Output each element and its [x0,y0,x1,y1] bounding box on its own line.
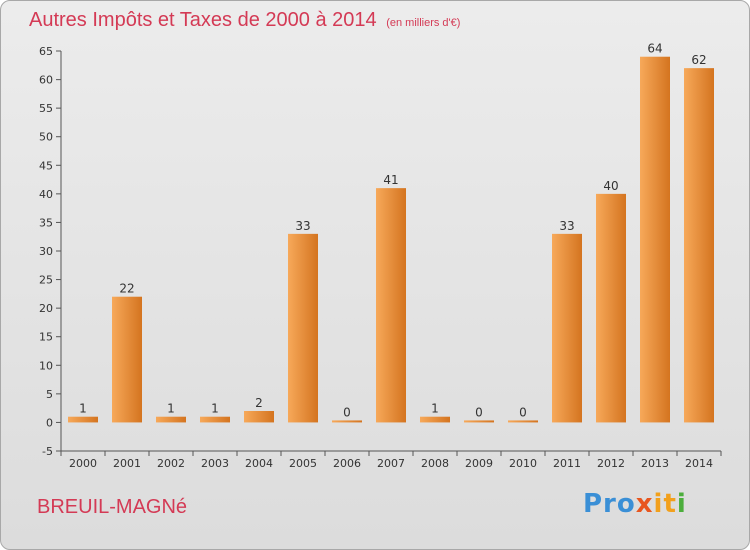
chart-title-text: Autres Impôts et Taxes de 2000 à 2014 [29,9,377,31]
bar-2002 [156,416,186,423]
y-tick-label: 5 [46,388,53,401]
value-label-2000: 1 [79,402,87,416]
x-tick-label: 2012 [597,457,625,470]
x-tick-label: 2006 [333,457,361,470]
value-label-2005: 33 [295,219,310,233]
y-tick-label: 65 [39,45,53,58]
value-label-2004: 2 [255,396,263,410]
chart-value-labels: 1 22 1 1 2 33 0 41 1 0 0 33 40 64 62 [79,42,706,420]
chart-subtitle: (en milliers d'€) [386,17,461,29]
bar-2006 [332,420,362,423]
chart-bars [68,56,714,423]
bar-2003 [200,416,230,423]
bar-2009 [464,420,494,423]
value-label-2003: 1 [211,402,219,416]
x-tick-label: 2009 [465,457,493,470]
value-label-2002: 1 [167,402,175,416]
bar-2001 [112,296,142,423]
bar-2012 [596,193,626,423]
value-label-2014: 62 [691,53,706,67]
y-tick-label: 20 [39,302,53,315]
logo-part-2: x [635,489,654,519]
y-tick-label: 35 [39,216,53,229]
value-label-2008: 1 [431,402,439,416]
x-tick-label: 2014 [685,457,713,470]
chart-title: Autres Impôts et Taxes de 2000 à 2014 (e… [29,9,460,32]
x-tick-label: 2003 [201,457,229,470]
value-label-2007: 41 [383,173,398,187]
y-tick-label: 0 [46,416,53,429]
y-tick-label: 50 [39,131,53,144]
y-tick-label: 40 [39,188,53,201]
value-label-2013: 64 [647,42,662,56]
x-tick-label: 2005 [289,457,317,470]
y-tick-label: 60 [39,74,53,87]
x-tick-label: 2013 [641,457,669,470]
bar-2010 [508,420,538,423]
value-label-2009: 0 [475,405,483,419]
y-tick-label: 55 [39,102,53,115]
bar-2007 [376,188,406,423]
x-tick-label: 2004 [245,457,273,470]
value-label-2012: 40 [603,179,618,193]
logo-part-3: it [653,489,677,519]
x-tick-label: 2010 [509,457,537,470]
y-tick-label: 15 [39,331,53,344]
value-label-2006: 0 [343,405,351,419]
bar-2014 [684,68,714,423]
y-tick-label: 45 [39,159,53,172]
x-tick-label: 2008 [421,457,449,470]
proxiti-logo: Proxiti [583,489,687,519]
logo-part-1: Pro [583,489,636,519]
y-tick-label: 30 [39,245,53,258]
value-label-2001: 22 [119,282,134,296]
town-name: BREUIL-MAGNé [37,496,188,518]
bar-2000 [68,416,98,423]
y-tick-label: 25 [39,274,53,287]
x-tick-label: 2001 [113,457,141,470]
y-tick-label: 10 [39,359,53,372]
x-tick-label: 2000 [69,457,97,470]
bar-2004 [244,411,274,423]
bar-2011 [552,233,582,423]
value-label-2010: 0 [519,405,527,419]
bar-2005 [288,233,318,423]
bar-2008 [420,416,450,423]
logo-part-4: i [676,489,687,519]
x-tick-label: 2007 [377,457,405,470]
x-tick-label: 2002 [157,457,185,470]
bar-2013 [640,56,670,423]
x-tick-label: 2011 [553,457,581,470]
value-label-2011: 33 [559,219,574,233]
y-tick-label: -5 [42,445,53,458]
